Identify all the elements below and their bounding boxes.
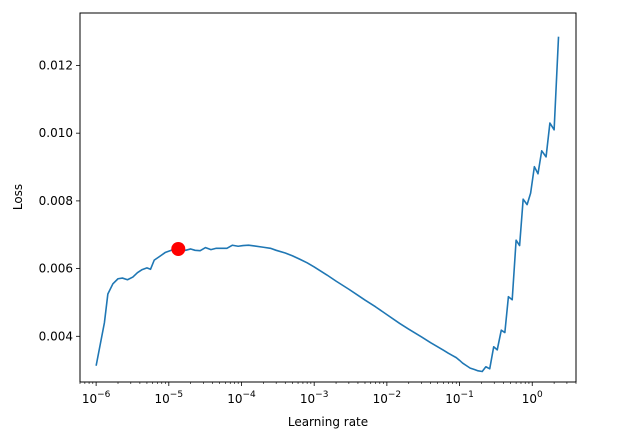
y-tick-label: 0.008: [39, 194, 73, 208]
x-tick-label: 10−6: [82, 390, 111, 406]
y-tick-label: 0.012: [39, 58, 73, 72]
y-tick-label: 0.004: [39, 329, 73, 343]
x-tick-label: 10−3: [300, 390, 329, 406]
y-axis-label: Loss: [11, 184, 25, 210]
x-axis-label: Learning rate: [288, 415, 368, 429]
y-tick-label: 0.006: [39, 262, 73, 276]
y-axis-ticks: 0.004 0.006 0.008 0.010 0.012: [39, 58, 80, 343]
x-axis-ticks: 10−6 10−5 10−4 10−3 10−2 10−1 100: [79, 382, 577, 406]
x-tick-label: 10−2: [373, 390, 402, 406]
plot-area-border: [79, 12, 577, 383]
y-tick-label: 0.010: [39, 126, 73, 140]
x-tick-label: 10−5: [155, 390, 184, 406]
suggested-lr-marker: [171, 241, 186, 256]
loss-series-line: [95, 36, 560, 373]
x-tick-label: 10−4: [227, 390, 256, 406]
x-tick-label: 100: [522, 390, 543, 406]
x-tick-label: 10−1: [445, 390, 474, 406]
